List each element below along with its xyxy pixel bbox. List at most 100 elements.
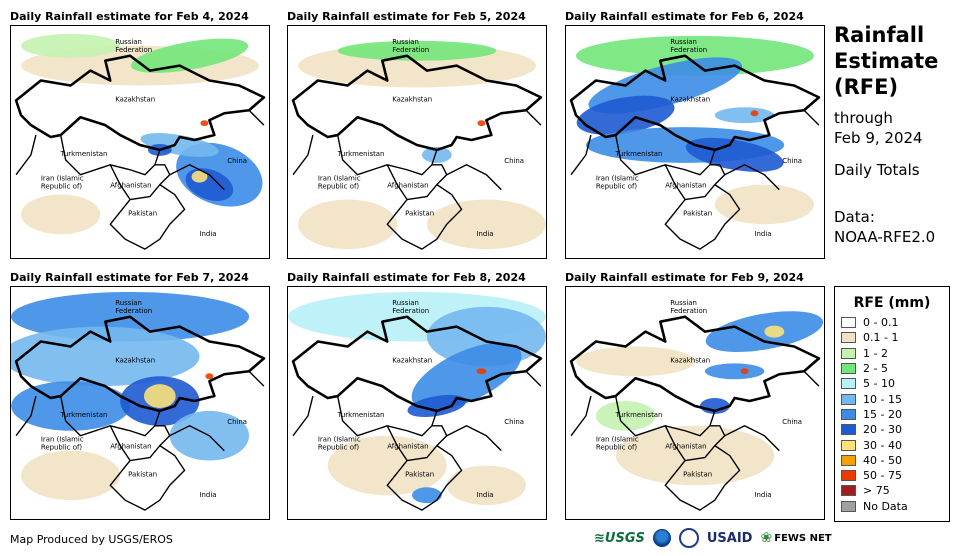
rain-patch <box>327 435 447 496</box>
fewsnet-logo: ❀ FEWS NET <box>760 530 831 546</box>
rain-patch <box>704 363 765 380</box>
country-label: Iran (Islamic <box>318 436 361 444</box>
country-label: China <box>504 157 524 165</box>
country-border <box>159 370 265 412</box>
rain-patch <box>191 170 208 183</box>
country-border <box>169 425 225 452</box>
legend-label: 30 - 40 <box>863 438 902 452</box>
country-label: Iran (Islamic <box>596 436 639 444</box>
rain-patch <box>21 194 101 235</box>
legend-label: 5 - 10 <box>863 377 895 391</box>
country-border <box>664 445 741 511</box>
country-label: Kazakhstan <box>115 356 155 364</box>
country-label: Afghanistan <box>110 182 151 190</box>
country-border <box>446 164 502 191</box>
country-border <box>570 395 592 437</box>
legend-swatch <box>841 470 856 482</box>
country-border <box>386 425 448 462</box>
rain-patch <box>337 40 497 61</box>
country-border <box>724 425 780 452</box>
country-label: Republic of) <box>596 444 638 452</box>
country-border <box>436 370 542 412</box>
usaid-logo: USAID <box>707 531 753 546</box>
country-label: Turkmenistan <box>615 411 663 419</box>
country-label: Pakistan <box>405 209 434 217</box>
usgs-wave-icon: ≋ <box>594 530 605 546</box>
legend-item: 20 - 30 <box>835 422 949 437</box>
rainfall-map: Russian Federation Kazakhstan Turkmenistan C… <box>565 25 825 259</box>
legend-label: 2 - 5 <box>863 362 888 376</box>
rainfall-map: Russian Federation Kazakhstan Turkmenistan C… <box>10 25 270 259</box>
country-label: India <box>476 491 493 499</box>
country-border <box>714 109 820 151</box>
legend-item: No Data <box>835 499 949 514</box>
country-label: Republic of) <box>596 183 638 191</box>
rain-patch <box>740 368 749 375</box>
panel-title: Daily Rainfall estimate for Feb 6, 2024 <box>565 10 804 23</box>
country-label: Republic of) <box>318 444 360 452</box>
rain-patch <box>130 38 249 73</box>
rain-patch <box>714 107 775 124</box>
country-border <box>585 385 716 437</box>
country-label: India <box>199 491 216 499</box>
country-border <box>109 445 186 511</box>
country-label: Turkmenistan <box>60 150 108 158</box>
country-border <box>15 395 37 437</box>
country-label: Federation <box>115 46 152 54</box>
fewsnet-logo-text: FEWS NET <box>774 532 832 544</box>
country-label: China <box>504 418 524 426</box>
country-label: Pakistan <box>683 209 712 217</box>
country-label: India <box>754 491 771 499</box>
country-border <box>30 124 161 176</box>
rain-patch <box>412 487 442 504</box>
main-title-line1: Rainfall <box>834 23 925 47</box>
country-label: Kazakhstan <box>670 95 710 103</box>
country-label: Afghanistan <box>665 182 706 190</box>
rain-patch <box>21 33 121 58</box>
legend-swatch <box>841 363 856 375</box>
rain-patch <box>411 342 522 410</box>
legend-item: 40 - 50 <box>835 453 949 468</box>
country-border <box>664 164 726 201</box>
legend-label: 0.1 - 1 <box>863 331 899 345</box>
legend-label: 10 - 15 <box>863 392 902 406</box>
country-label: Kazakhstan <box>670 356 710 364</box>
legend-swatch <box>841 393 856 405</box>
legend-swatch <box>841 317 856 329</box>
legend-label: 15 - 20 <box>863 407 902 421</box>
legend-swatch <box>841 347 856 359</box>
usaid-logo-text: USAID <box>706 530 753 546</box>
country-label: Iran (Islamic <box>596 175 639 183</box>
legend-item: 50 - 75 <box>835 468 949 483</box>
usgs-logo: ≋ USGS <box>594 531 645 546</box>
country-border <box>357 116 418 146</box>
rain-patch <box>750 110 759 117</box>
country-label: Republic of) <box>41 183 83 191</box>
rain-patch <box>576 346 695 377</box>
legend-label: 50 - 75 <box>863 469 902 483</box>
legend-swatch <box>841 454 856 466</box>
legend-swatch <box>841 439 856 451</box>
rainfall-map: Russian Federation Kazakhstan Turkmenistan C… <box>287 25 547 259</box>
country-label: Turkmenistan <box>60 411 108 419</box>
rainfall-map: Russian Federation Kazakhstan Turkmenistan C… <box>10 286 270 520</box>
through-date: Feb 9, 2024 <box>834 129 923 147</box>
legend-item: 15 - 20 <box>835 407 949 422</box>
rain-patch <box>11 326 200 387</box>
legend-label: 40 - 50 <box>863 453 902 467</box>
country-label: Afghanistan <box>387 443 428 451</box>
panel-title: Daily Rainfall estimate for Feb 7, 2024 <box>10 271 249 284</box>
partner-logos: ≋ USGS USAID ❀ FEWS NET <box>594 528 832 548</box>
rain-patch <box>298 199 398 250</box>
legend-item: 30 - 40 <box>835 437 949 452</box>
country-label: Kazakhstan <box>115 95 155 103</box>
legend-item: 5 - 10 <box>835 376 949 391</box>
country-label: China <box>782 418 802 426</box>
country-label: Russian <box>392 299 419 307</box>
rain-patch <box>407 394 467 418</box>
legend-label: 0 - 0.1 <box>863 316 899 330</box>
country-label: Russian <box>392 38 419 46</box>
country-border <box>357 377 418 407</box>
